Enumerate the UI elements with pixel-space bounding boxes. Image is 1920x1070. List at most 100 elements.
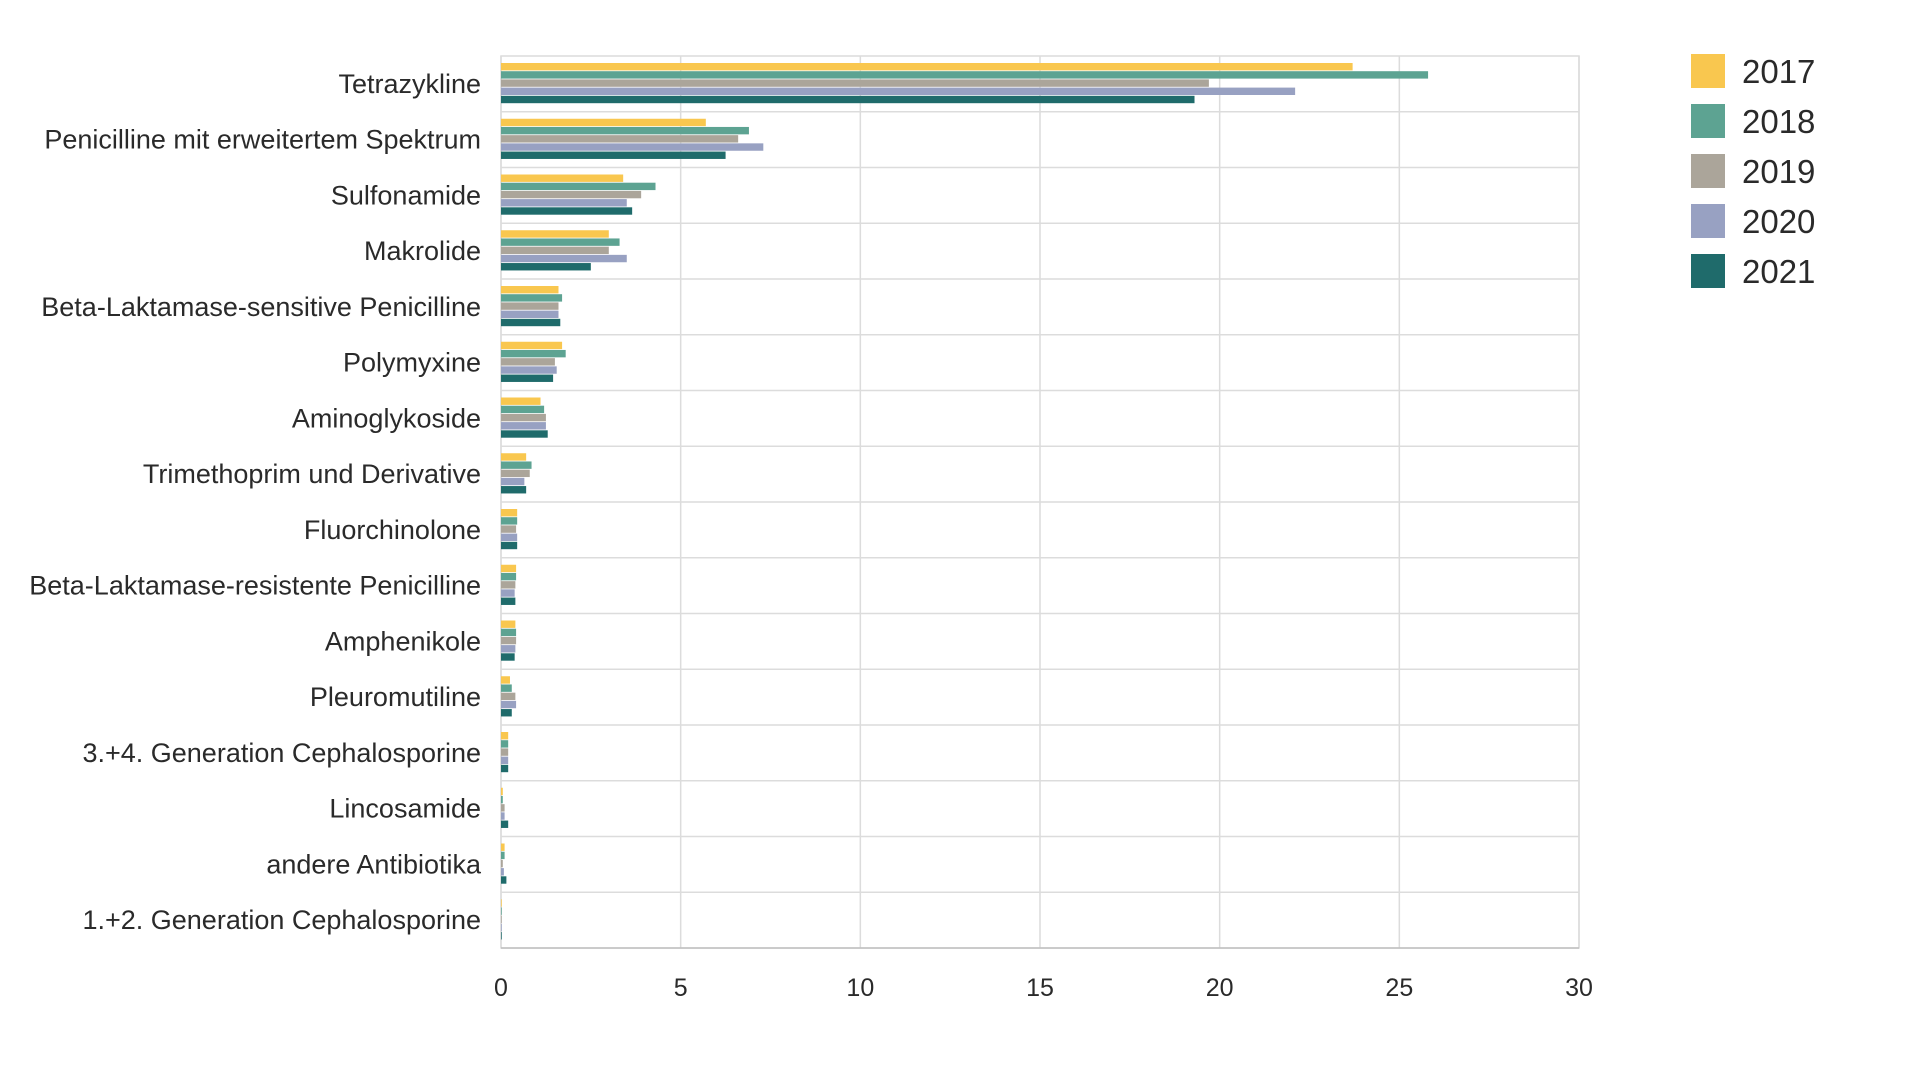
bar-2018-1: [501, 126, 749, 135]
category-label: Aminoglykoside: [292, 403, 481, 433]
bar-2020-3: [501, 254, 627, 263]
bar-2020-12: [501, 756, 509, 764]
bar-2017-1: [501, 118, 706, 127]
bar-2021-12: [501, 764, 509, 773]
legend-label: 2020: [1742, 203, 1815, 240]
bar-2017-5: [501, 341, 563, 350]
bar-2019-7: [501, 469, 530, 478]
category-label: Beta-Laktamase-sensitive Penicilline: [41, 292, 481, 322]
category-label: Pleuromutiline: [310, 682, 481, 712]
category-label: 3.+4. Generation Cephalosporine: [82, 738, 481, 768]
category-label: Sulfonamide: [331, 180, 481, 210]
bar-2019-3: [501, 246, 609, 255]
x-tick-label: 20: [1206, 974, 1234, 1002]
bar-2017-4: [501, 286, 559, 294]
bar-2021-14: [501, 876, 507, 884]
bar-2021-13: [501, 820, 509, 828]
bar-2021-2: [501, 207, 633, 215]
bar-2017-11: [501, 676, 510, 684]
category-label: Fluorchinolone: [304, 515, 481, 545]
bar-2017-15: [501, 899, 502, 907]
legend-swatch-2021: [1691, 254, 1725, 288]
category-label: Amphenikole: [325, 626, 481, 656]
category-label: 1.+2. Generation Cephalosporine: [82, 905, 481, 935]
legend-label: 2021: [1742, 253, 1815, 290]
bar-2021-11: [501, 709, 512, 717]
bar-2017-2: [501, 174, 624, 182]
category-label: Penicilline mit erweitertem Spektrum: [44, 125, 481, 155]
category-label: Trimethoprim und Derivative: [143, 459, 481, 489]
x-tick-label: 5: [674, 974, 688, 1002]
category-label: Makrolide: [364, 236, 481, 266]
category-label: Polymyxine: [343, 348, 481, 378]
bar-2018-13: [501, 795, 503, 804]
bar-2019-5: [501, 358, 555, 366]
bar-2021-7: [501, 486, 527, 494]
category-label: Tetrazykline: [338, 69, 481, 99]
bar-2020-15: [501, 923, 502, 932]
bar-2020-13: [501, 812, 505, 820]
bar-2020-6: [501, 422, 546, 430]
bar-2018-6: [501, 405, 545, 414]
bar-2019-4: [501, 302, 559, 310]
bar-2018-14: [501, 851, 505, 860]
bar-2021-8: [501, 541, 518, 550]
bar-2017-7: [501, 453, 527, 461]
bar-2017-8: [501, 509, 518, 517]
bar-2019-12: [501, 748, 509, 756]
bar-2017-10: [501, 620, 516, 628]
bar-2020-9: [501, 589, 515, 597]
bar-2017-0: [501, 63, 1353, 71]
bar-2017-6: [501, 397, 541, 405]
bar-2019-2: [501, 190, 642, 199]
bar-2018-11: [501, 684, 512, 692]
bar-2018-5: [501, 349, 566, 358]
bar-2017-14: [501, 843, 505, 851]
bar-2020-8: [501, 533, 518, 541]
legend-swatch-2019: [1691, 154, 1725, 188]
bar-2018-4: [501, 294, 563, 302]
bar-2021-4: [501, 318, 561, 327]
bar-2018-8: [501, 517, 518, 525]
bar-2019-13: [501, 804, 505, 812]
legend-label: 2019: [1742, 153, 1815, 190]
category-label: Beta-Laktamase-resistente Penicilline: [29, 571, 481, 601]
bar-2019-14: [501, 859, 503, 868]
bar-2017-13: [501, 787, 503, 796]
bar-2021-0: [501, 95, 1195, 104]
bar-2020-14: [501, 868, 504, 876]
bar-2021-6: [501, 430, 548, 438]
bar-2017-3: [501, 230, 609, 238]
bar-2021-3: [501, 263, 591, 271]
bar-2018-3: [501, 238, 620, 246]
bar-2019-8: [501, 525, 517, 533]
bar-2020-11: [501, 700, 517, 709]
bar-2020-0: [501, 87, 1296, 95]
x-tick-label: 0: [494, 974, 508, 1002]
bar-2018-0: [501, 71, 1429, 79]
bar-2018-12: [501, 740, 509, 748]
category-label: andere Antibiotika: [266, 849, 482, 879]
bar-2019-9: [501, 581, 516, 589]
bar-2021-1: [501, 151, 726, 159]
legend-swatch-2017: [1691, 54, 1725, 88]
x-tick-label: 25: [1385, 974, 1413, 1002]
x-tick-label: 30: [1565, 974, 1593, 1002]
bar-2019-0: [501, 79, 1209, 87]
bar-2019-11: [501, 692, 516, 701]
bar-2020-1: [501, 143, 764, 151]
bar-2019-6: [501, 413, 546, 422]
bar-2020-4: [501, 310, 559, 318]
bar-2021-10: [501, 653, 515, 661]
bar-2019-15: [501, 915, 502, 924]
bar-2019-1: [501, 135, 739, 143]
bar-2018-15: [501, 907, 502, 915]
bar-2020-5: [501, 366, 557, 374]
bar-2018-10: [501, 628, 517, 637]
legend-label: 2017: [1742, 53, 1815, 90]
bar-2020-2: [501, 199, 627, 207]
bar-2017-12: [501, 732, 509, 740]
legend-swatch-2020: [1691, 204, 1725, 238]
